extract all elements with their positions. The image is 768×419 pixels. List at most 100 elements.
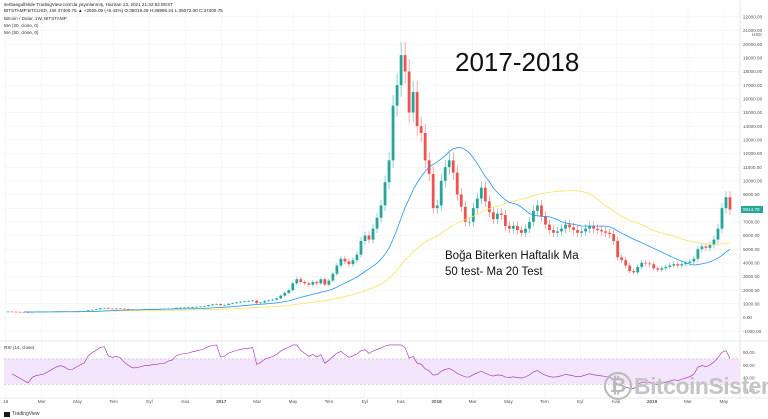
candle-body	[664, 266, 668, 269]
candle-body	[680, 264, 684, 266]
candle-body	[114, 308, 118, 310]
candle-body	[479, 187, 483, 199]
candle-body	[724, 197, 728, 209]
candle-body	[616, 240, 620, 258]
price-axis-tick-label: 12000.00	[743, 151, 763, 156]
candle-body	[411, 92, 415, 113]
candle-body	[243, 301, 247, 302]
tradingview-icon	[4, 411, 10, 417]
candle-body	[439, 180, 443, 206]
candle-body	[239, 301, 243, 303]
candle-body	[455, 172, 459, 195]
candle-body	[347, 261, 351, 265]
ma50-line	[24, 190, 731, 313]
candle-body	[560, 228, 563, 232]
candle-body	[552, 230, 555, 233]
candle-body	[564, 224, 567, 229]
candle-body	[187, 307, 190, 308]
tradingview-logo: TradingView	[4, 411, 40, 417]
candle-body	[580, 231, 583, 233]
candle-body	[211, 304, 214, 306]
rsi-axis-tick-label: 60.00	[743, 363, 755, 368]
candle-body	[179, 307, 182, 309]
annotation-line-1: Boğa Biterken Haftalık Ma	[445, 250, 579, 262]
price-axis-tick-label: 13000.00	[743, 137, 763, 142]
candle-body	[588, 225, 592, 229]
candle-body	[399, 55, 403, 86]
ma50-legend-label[interactable]: MA (50, close, 0)	[4, 30, 39, 35]
candle-body	[704, 246, 708, 248]
candle-body	[315, 281, 319, 284]
candle-body	[311, 281, 315, 285]
candle-body	[219, 304, 222, 306]
symbol-ohlc-header: BITSTAMP:BTCUSD, 1W 37400.75 ▲ +2925.09 …	[4, 8, 223, 13]
time-axis-tick-label: 2019	[647, 399, 658, 404]
candle-body	[126, 309, 130, 310]
period-title-annotation: 2017-2018	[455, 47, 580, 77]
candle-body	[263, 301, 267, 303]
symbol-label[interactable]: Bitcoin / Dolar, 1W, BITSTAMP	[4, 16, 67, 21]
rsi-axis-tick-label: 40.00	[743, 376, 755, 381]
watermark-text: BitcoinSistemi	[634, 372, 768, 399]
candle-body	[271, 299, 275, 301]
rsi-legend-label[interactable]: RSI (14, close)	[4, 345, 35, 350]
bitcoinsistemi-watermark: ₿ BitcoinSistemi	[604, 372, 768, 400]
candle-body	[415, 92, 419, 127]
candle-body	[331, 273, 335, 281]
candle-body	[467, 221, 471, 223]
candle-body	[371, 228, 375, 240]
candle-body	[624, 260, 628, 266]
price-axis-tick-label: 20000.00	[743, 42, 763, 47]
candle-body	[375, 217, 379, 229]
candle-body	[720, 208, 724, 229]
candle-body	[303, 281, 307, 284]
candle-body	[18, 311, 22, 313]
candle-body	[403, 55, 407, 72]
candle-body	[419, 126, 423, 133]
candle-body	[94, 309, 98, 310]
candle-body	[696, 249, 700, 259]
time-axis-tick-label: Eyl	[146, 399, 152, 404]
candle-body	[483, 187, 487, 202]
candle-body	[652, 264, 656, 269]
candle-body	[387, 160, 391, 183]
candle-body	[351, 260, 355, 265]
time-axis-tick-label: Eyl	[362, 399, 368, 404]
candle-body	[584, 228, 588, 232]
last-price-badge-text: 8914.78	[743, 207, 760, 212]
candle-body	[295, 279, 299, 284]
candle-body	[516, 225, 519, 231]
candle-body	[648, 263, 652, 265]
candle-body	[471, 208, 475, 222]
ma20-legend-label[interactable]: MA (20, close, 0)	[4, 23, 39, 28]
candle-body	[343, 258, 347, 262]
candle-body	[287, 290, 291, 293]
candle-body	[544, 216, 547, 225]
price-axis-tick-label: 3000.00	[743, 274, 760, 279]
candle-body	[447, 160, 451, 168]
candle-body	[407, 71, 411, 113]
candle-body	[319, 279, 323, 284]
candle-body	[612, 234, 616, 241]
candle-body	[644, 262, 648, 264]
candle-body	[383, 182, 387, 206]
candle-body	[628, 265, 632, 272]
candle-body	[207, 305, 210, 307]
publish-header: serbaegulfelide TradingView.com'da yayın…	[4, 2, 174, 7]
candle-body	[668, 265, 672, 267]
price-axis-tick-label: 1000.00	[743, 301, 760, 306]
time-axis-tick-label: 2018	[432, 399, 443, 404]
candle-body	[632, 271, 636, 273]
time-axis-tick-label: Mar	[684, 399, 692, 404]
candle-body	[499, 213, 503, 215]
candle-body	[339, 258, 343, 266]
candle-body	[596, 228, 600, 231]
candle-body	[279, 295, 283, 299]
time-axis-tick-label: Kas	[612, 399, 621, 404]
candle-body	[90, 309, 94, 311]
candle-body	[251, 300, 255, 302]
candle-body	[102, 307, 106, 309]
candle-body	[235, 302, 239, 304]
